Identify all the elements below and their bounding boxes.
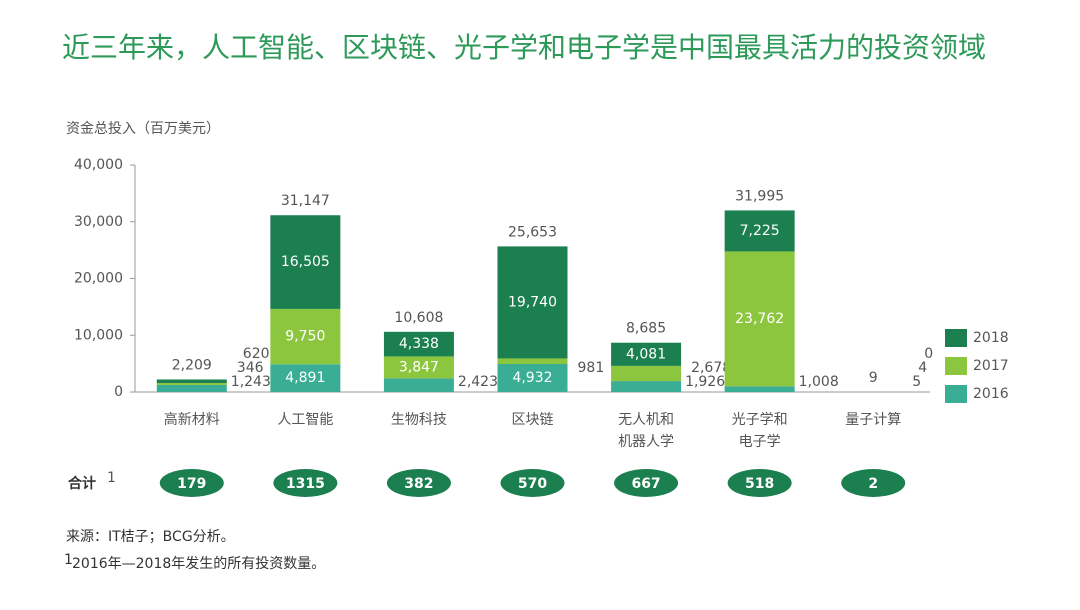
- bar-segment: [270, 364, 341, 392]
- legend-swatch: [945, 385, 967, 403]
- count-badge: [500, 469, 565, 497]
- value-label: 19,740: [508, 294, 557, 310]
- bar-segment: [383, 378, 454, 392]
- legend-label: 2018: [973, 330, 1009, 346]
- value-label: 2,678: [691, 360, 731, 376]
- x-tick-label: 高新材料: [164, 411, 220, 428]
- value-label: 4,932: [512, 370, 552, 386]
- bar-segment: [724, 386, 795, 392]
- bar-segment: [611, 342, 682, 366]
- count-row-note: 1: [107, 470, 116, 486]
- count-label: 179: [177, 476, 206, 492]
- value-label: 1,243: [231, 374, 271, 390]
- total-label: 9: [869, 370, 878, 386]
- x-tick-label: 光子学和: [732, 412, 788, 428]
- x-tick-label: 生物科技: [391, 412, 447, 428]
- bar-segment: [383, 356, 454, 379]
- x-tick-label: 电子学: [739, 434, 781, 450]
- y-tick-label: 20,000: [74, 271, 123, 287]
- bar-segment: [611, 381, 682, 392]
- y-tick-label: 40,000: [74, 157, 123, 173]
- bar-segment: [270, 215, 341, 309]
- bar-segment: [611, 365, 682, 382]
- total-label: 25,653: [508, 224, 557, 240]
- bar-segment: [724, 210, 795, 252]
- bar-segment: [497, 246, 568, 359]
- value-label: 16,505: [281, 254, 330, 270]
- value-label: 3,847: [399, 359, 439, 375]
- x-tick-label: 无人机和: [618, 412, 674, 428]
- count-label: 518: [745, 476, 774, 492]
- count-row-label: 合计: [68, 475, 96, 492]
- total-label: 2,209: [172, 357, 212, 373]
- count-badge: [386, 469, 451, 497]
- bar-segment: [497, 364, 568, 392]
- value-label: 5: [912, 374, 921, 390]
- bar-segment: [383, 331, 454, 357]
- count-badge: [159, 469, 224, 497]
- total-label: 10,608: [394, 310, 443, 326]
- value-label: 4,081: [626, 346, 666, 362]
- value-label: 981: [578, 360, 605, 376]
- total-label: 31,147: [281, 193, 330, 209]
- y-tick-label: 0: [114, 384, 123, 400]
- value-label: 0: [924, 346, 933, 362]
- value-label: 2,423: [458, 374, 498, 390]
- value-label: 23,762: [735, 311, 784, 327]
- bar-segment: [497, 358, 568, 365]
- value-label: 620: [243, 346, 270, 362]
- count-label: 667: [631, 476, 660, 492]
- bar-segment: [270, 308, 341, 365]
- value-label: 9,750: [285, 329, 325, 345]
- total-label: 8,685: [626, 321, 666, 337]
- x-tick-label: 区块链: [512, 412, 554, 428]
- legend-swatch: [945, 357, 967, 375]
- value-label: 4,338: [399, 336, 439, 352]
- total-label: 31,995: [735, 188, 784, 204]
- count-badge: [727, 469, 792, 497]
- bar-segment: [156, 382, 227, 385]
- count-badge: [841, 469, 906, 497]
- value-label: 4,891: [285, 370, 325, 386]
- x-tick-label: 量子计算: [845, 412, 901, 428]
- value-label: 1,008: [799, 374, 839, 390]
- chart-title: 近三年来，人工智能、区块链、光子学和电子学是中国最具活力的投资领域: [62, 31, 987, 64]
- bar-segment: [156, 379, 227, 383]
- x-tick-label: 人工智能: [277, 412, 333, 428]
- footnote: 2016年—2018年发生的所有投资数量。: [72, 556, 325, 572]
- legend-swatch: [945, 329, 967, 347]
- y-axis-label: 资金总投入（百万美元）: [66, 121, 220, 137]
- y-tick-label: 10,000: [74, 327, 123, 343]
- legend-label: 2017: [973, 358, 1009, 374]
- bar-segment: [156, 384, 227, 392]
- value-label: 4: [918, 360, 927, 376]
- value-label: 346: [237, 360, 264, 376]
- count-label: 1315: [286, 476, 325, 492]
- bar-segment: [724, 251, 795, 387]
- footnote-mark: 1: [64, 552, 73, 568]
- count-label: 570: [518, 476, 547, 492]
- count-badge: [273, 469, 338, 497]
- count-label: 2: [868, 476, 878, 492]
- source: 来源：IT桔子；BCG分析。: [66, 529, 235, 545]
- value-label: 7,225: [740, 223, 780, 239]
- x-tick-label: 机器人学: [618, 434, 674, 450]
- legend-label: 2016: [973, 386, 1009, 402]
- count-badge: [614, 469, 679, 497]
- count-label: 382: [404, 476, 433, 492]
- value-label: 1,926: [685, 374, 725, 390]
- y-tick-label: 30,000: [74, 214, 123, 230]
